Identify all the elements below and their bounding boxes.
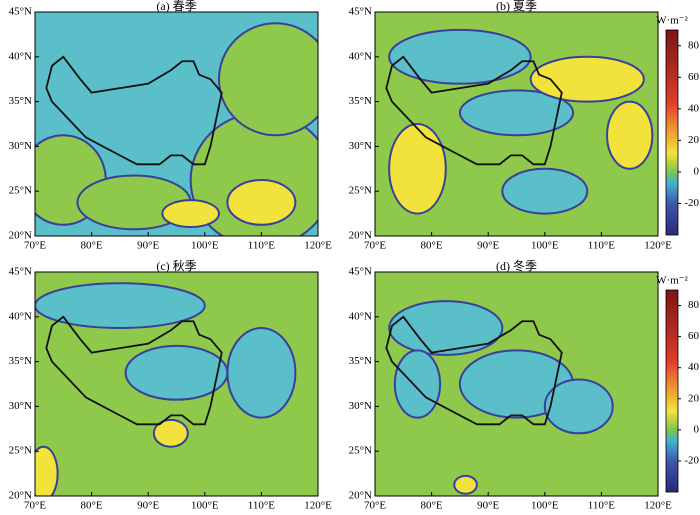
colorbar-tick-label: -20	[684, 197, 699, 209]
colorbar-tick-label: 20	[688, 134, 700, 146]
lat-tick-label: 25°N	[9, 185, 32, 197]
field-region	[458, 89, 575, 137]
lon-tick-label: 120°E	[304, 240, 332, 252]
lat-tick-label: 45°N	[349, 6, 372, 18]
lat-tick-label: 45°N	[9, 6, 32, 18]
lon-tick-label: 120°E	[644, 500, 672, 512]
plateau-outline	[385, 55, 563, 166]
field-region	[388, 300, 504, 356]
colorbar-unit: W·m⁻²	[656, 275, 688, 287]
lat-tick-label: 40°N	[9, 50, 32, 62]
field-region	[226, 327, 297, 419]
colorbar-tick-label: -20	[684, 454, 699, 466]
lon-tick-label: 110°E	[248, 240, 275, 252]
lat-tick-label: 30°N	[349, 140, 372, 152]
panel-title: (a) 春季	[156, 0, 196, 13]
map-panel	[375, 12, 658, 236]
field-region	[393, 349, 442, 419]
colorbar-tick-label: 80	[688, 299, 700, 311]
field-region	[388, 28, 532, 85]
lon-tick-label: 120°E	[304, 500, 332, 512]
lon-tick-label: 100°E	[531, 240, 559, 252]
lon-tick-label: 90°E	[477, 500, 499, 512]
lon-tick-label: 120°E	[644, 240, 672, 252]
lat-tick-label: 25°N	[349, 445, 372, 457]
lat-tick-label: 45°N	[349, 266, 372, 278]
lon-tick-label: 70°E	[24, 500, 46, 512]
colorbar-tick-label: 80	[688, 39, 700, 51]
lat-tick-label: 25°N	[349, 185, 372, 197]
lon-tick-label: 80°E	[81, 240, 103, 252]
field-region	[453, 474, 478, 495]
lat-tick-label: 20°N	[9, 490, 32, 502]
lat-tick-label: 20°N	[9, 230, 32, 242]
field-region	[501, 167, 589, 215]
lon-tick-label: 90°E	[137, 500, 159, 512]
map-panel	[35, 12, 318, 236]
plateau-outline	[45, 315, 223, 426]
map-frame	[34, 11, 319, 237]
colorbar	[665, 29, 679, 236]
lat-tick-label: 35°N	[9, 95, 32, 107]
lon-tick-label: 100°E	[191, 500, 219, 512]
map-frame	[374, 271, 659, 497]
field-region	[161, 199, 220, 229]
colorbar-tick-label: 20	[688, 392, 700, 404]
colorbar-tick-label: 0	[694, 423, 700, 435]
lon-tick-label: 110°E	[588, 240, 615, 252]
lon-tick-label: 70°E	[364, 240, 386, 252]
lat-tick-label: 45°N	[9, 266, 32, 278]
lat-tick-label: 20°N	[349, 230, 372, 242]
field-region	[543, 378, 614, 435]
lat-tick-label: 20°N	[349, 490, 372, 502]
colorbar	[665, 289, 679, 493]
lat-tick-label: 25°N	[9, 445, 32, 457]
lon-tick-label: 70°E	[364, 500, 386, 512]
field-region	[35, 445, 59, 496]
lon-tick-label: 70°E	[24, 240, 46, 252]
lon-tick-label: 100°E	[531, 500, 559, 512]
field-region	[217, 22, 318, 137]
field-region	[606, 100, 654, 170]
lat-tick-label: 35°N	[349, 95, 372, 107]
field-region	[388, 123, 447, 215]
plateau-outline	[45, 55, 223, 166]
panel-title: (b) 夏季	[496, 0, 537, 13]
lat-tick-label: 35°N	[349, 355, 372, 367]
lat-tick-label: 40°N	[349, 310, 372, 322]
colorbar-tick-label: 60	[688, 71, 700, 83]
map-panel	[375, 272, 658, 496]
lon-tick-label: 110°E	[588, 500, 615, 512]
panel-title: (c) 秋季	[156, 259, 196, 273]
lon-tick-label: 80°E	[421, 500, 443, 512]
field-region	[226, 179, 297, 226]
colorbar-unit: W·m⁻²	[656, 15, 688, 27]
field-region	[152, 418, 189, 448]
panel-title: (d) 冬季	[496, 258, 537, 273]
lat-tick-label: 40°N	[349, 50, 372, 62]
lon-tick-label: 100°E	[191, 240, 219, 252]
lat-tick-label: 30°N	[9, 140, 32, 152]
field-region	[124, 344, 229, 401]
map-panel	[35, 272, 318, 496]
lon-tick-label: 80°E	[81, 500, 103, 512]
map-frame	[34, 271, 319, 497]
colorbar-tick-label: 40	[688, 102, 700, 114]
lat-tick-label: 35°N	[9, 355, 32, 367]
lat-tick-label: 30°N	[349, 400, 372, 412]
plateau-outline	[385, 315, 563, 426]
colorbar-tick-label: 40	[688, 361, 700, 373]
lon-tick-label: 90°E	[477, 240, 499, 252]
map-frame	[374, 11, 659, 237]
colorbar-tick-label: 60	[688, 330, 700, 342]
lon-tick-label: 110°E	[248, 500, 275, 512]
lon-tick-label: 80°E	[421, 240, 443, 252]
field-region	[35, 282, 206, 329]
field-region	[529, 55, 645, 103]
lon-tick-label: 90°E	[137, 240, 159, 252]
lat-tick-label: 30°N	[9, 400, 32, 412]
lat-tick-label: 40°N	[9, 310, 32, 322]
colorbar-tick-label: 0	[694, 165, 700, 177]
